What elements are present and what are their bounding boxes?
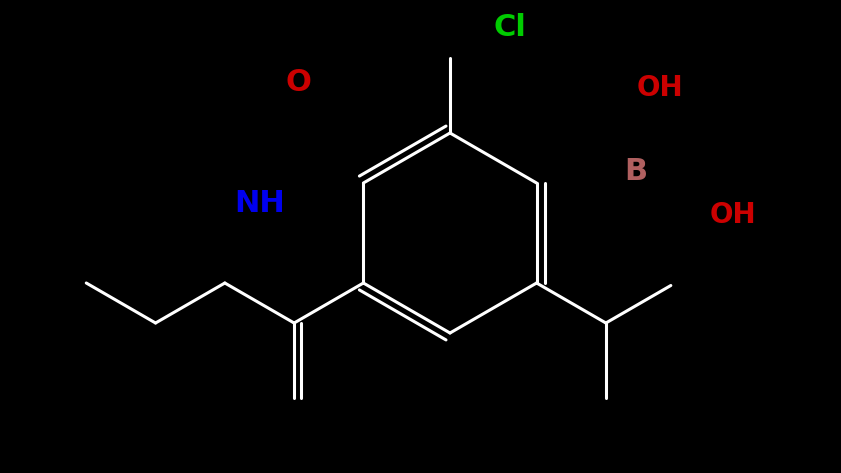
Text: B: B (624, 157, 648, 185)
Text: NH: NH (235, 189, 285, 218)
Text: Cl: Cl (494, 14, 526, 43)
Text: OH: OH (710, 201, 757, 229)
Text: O: O (285, 69, 311, 97)
Text: OH: OH (637, 74, 683, 102)
